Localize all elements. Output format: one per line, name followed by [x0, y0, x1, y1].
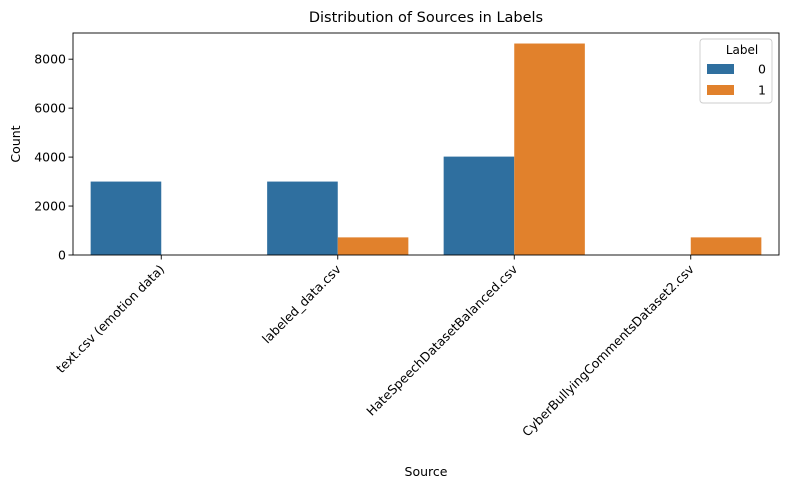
y-tick-label-4: 8000 — [34, 52, 66, 67]
bars-group — [90, 43, 762, 255]
legend: Label 0 1 — [699, 38, 773, 104]
x-tick-label-0: text.csv (emotion data) — [53, 262, 167, 376]
legend-swatch-1 — [707, 85, 734, 95]
x-axis: text.csv (emotion data) labeled_data.csv H… — [53, 255, 697, 439]
bar-2-series-1 — [514, 43, 585, 255]
chart-title: Distribution of Sources in Labels — [309, 10, 543, 26]
y-tick-label-2: 4000 — [34, 150, 66, 165]
legend-swatch-0 — [707, 64, 734, 74]
legend-title: Label — [726, 43, 758, 57]
bar-1-series-0 — [267, 181, 338, 255]
y-tick-label-0: 0 — [58, 248, 66, 263]
plot-frame — [72, 32, 780, 256]
bar-3-series-1 — [690, 237, 762, 255]
x-tick-label-2: HateSpeechDatasetBalanced.csv — [363, 261, 521, 419]
legend-label-0: 0 — [758, 62, 766, 77]
bar-0-series-0 — [90, 181, 162, 255]
bar-2-series-0 — [443, 156, 515, 255]
bar-1-series-1 — [337, 237, 409, 255]
y-axis-label: Count — [8, 125, 23, 162]
x-tick-label-3: CyberBullyingCommentsDataset2.csv — [519, 261, 697, 439]
legend-label-1: 1 — [758, 83, 766, 98]
y-axis: 0 2000 4000 6000 8000 — [34, 52, 73, 263]
x-axis-label: Source — [405, 464, 448, 479]
x-tick-label-1: labeled_data.csv — [259, 261, 344, 346]
y-tick-label-3: 6000 — [34, 101, 66, 116]
y-tick-label-1: 2000 — [34, 199, 66, 214]
